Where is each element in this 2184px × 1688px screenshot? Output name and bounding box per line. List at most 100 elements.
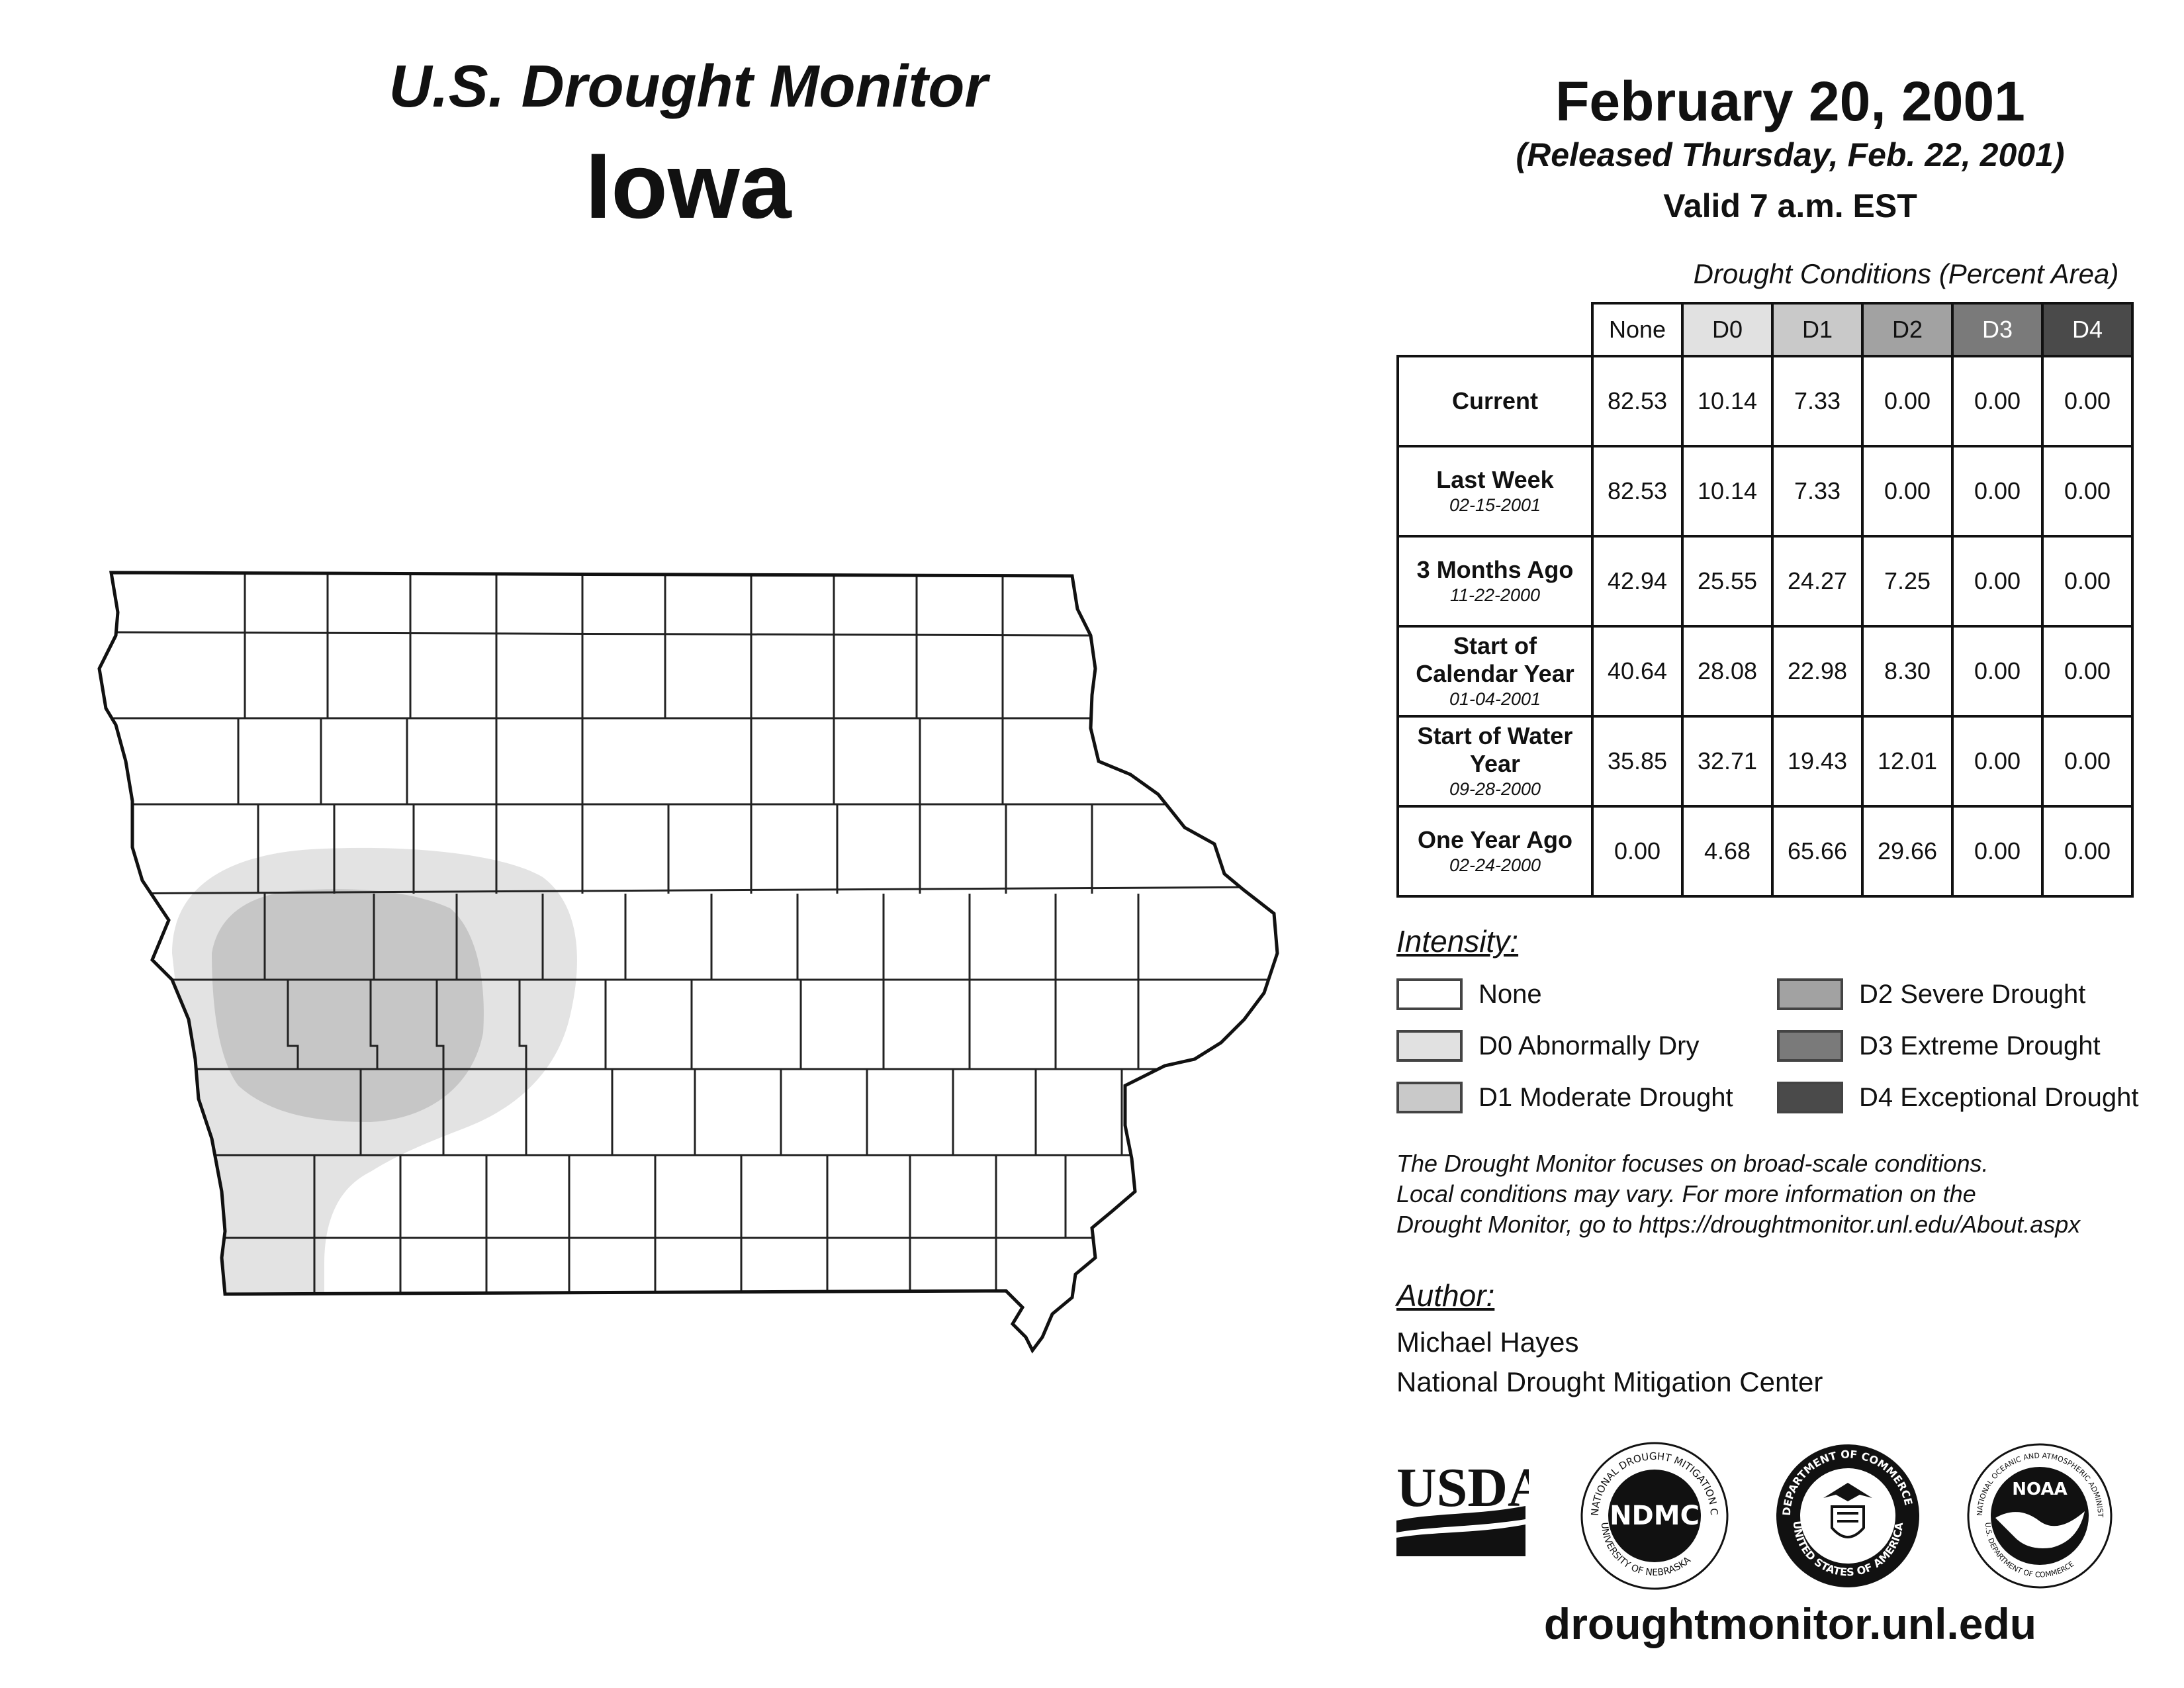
table-corner (1398, 303, 1592, 357)
row-label-text: Start of Water Year (1417, 722, 1573, 777)
cell-d3: 0.00 (1951, 805, 2044, 898)
table-row: One Year Ago 02-24-2000 0.00 4.68 65.66 2… (1396, 805, 2134, 898)
table-row: 3 Months Ago 11-22-2000 42.94 25.55 24.27… (1396, 535, 2134, 628)
row-label-text: Start of Calendar Year (1416, 632, 1574, 687)
row-date: 02-15-2001 (1449, 495, 1541, 515)
cell-d4: 0.00 (2041, 625, 2134, 718)
legend-label: D2 Severe Drought (1859, 979, 2086, 1009)
ndmc-logo: NATIONAL DROUGHT MITIGATION CENTER UNIVE… (1578, 1440, 1729, 1590)
cell-d2: 29.66 (1861, 805, 1954, 898)
row-label: Start of Calendar Year 01-04-2001 (1396, 625, 1594, 718)
cell-d3: 0.00 (1951, 625, 2044, 718)
cell-d2: 0.00 (1861, 355, 1954, 447)
table-row: Last Week 02-15-2001 82.53 10.14 7.33 0.0… (1396, 445, 2134, 538)
cell-d0: 28.08 (1681, 625, 1774, 718)
cell-d0: 10.14 (1681, 355, 1774, 447)
cell-d3: 0.00 (1951, 355, 2044, 447)
row-date: 01-04-2001 (1449, 689, 1541, 709)
legend-label: D3 Extreme Drought (1859, 1031, 2101, 1060)
row-label: One Year Ago 02-24-2000 (1396, 805, 1594, 898)
cell-d2: 0.00 (1861, 445, 1954, 538)
legend-title: Intensity: (1396, 924, 1519, 959)
legend-swatch (1396, 978, 1463, 1010)
legend-swatch (1777, 1030, 1843, 1062)
table-header-row: None D0 D1 D2 D3 D4 (1398, 302, 2134, 357)
cell-d1: 7.33 (1771, 445, 1864, 538)
commerce-seal: DEPARTMENT OF COMMERCE UNITED STATES OF … (1776, 1444, 1919, 1587)
cell-d2: 12.01 (1861, 715, 1954, 808)
cell-d1: 24.27 (1771, 535, 1864, 628)
row-label: Last Week 02-15-2001 (1396, 445, 1594, 538)
cell-none: 0.00 (1591, 805, 1684, 898)
iowa-map (97, 571, 1279, 1354)
ndmc-logo-text: NDMC (1610, 1501, 1700, 1531)
d1-moderate-drought-area (212, 889, 484, 1122)
legend-item-d4: D4 Exceptional Drought (1777, 1082, 2138, 1113)
cell-d0: 4.68 (1681, 805, 1774, 898)
cell-d2: 7.25 (1861, 535, 1954, 628)
col-header-d2: D2 (1861, 302, 1954, 357)
cell-d1: 19.43 (1771, 715, 1864, 808)
table-title: Drought Conditions (Percent Area) (1693, 258, 2119, 289)
legend-label: D0 Abnormally Dry (1479, 1031, 1700, 1060)
release-date: (Released Thursday, Feb. 22, 2001) (1516, 136, 2065, 173)
cell-none: 35.85 (1591, 715, 1684, 808)
state-title: Iowa (585, 134, 792, 238)
author-name: Michael Hayes (1396, 1327, 1579, 1358)
cell-d4: 0.00 (2041, 355, 2134, 447)
cell-d0: 25.55 (1681, 535, 1774, 628)
cell-d4: 0.00 (2041, 535, 2134, 628)
usda-logo-text: USDA (1396, 1460, 1529, 1519)
website-url: droughtmonitor.unl.edu (1543, 1599, 2037, 1648)
row-date: 02-24-2000 (1449, 855, 1541, 875)
cell-none: 42.94 (1591, 535, 1684, 628)
table-row: Current 82.53 10.14 7.33 0.00 0.00 0.00 (1396, 355, 2134, 447)
cell-none: 40.64 (1591, 625, 1684, 718)
legend-item-d0: D0 Abnormally Dry (1396, 1030, 1699, 1062)
noaa-logo: NATIONAL OCEANIC AND ATMOSPHERIC ADMINIS… (1966, 1442, 2113, 1589)
cell-d1: 7.33 (1771, 355, 1864, 447)
row-label: Current (1396, 355, 1594, 447)
row-date: 09-28-2000 (1449, 779, 1541, 799)
cell-d2: 8.30 (1861, 625, 1954, 718)
disclaimer-note: The Drought Monitor focuses on broad-sca… (1396, 1149, 2177, 1240)
map-title: U.S. Drought Monitor (388, 54, 988, 120)
cell-d3: 0.00 (1951, 535, 2044, 628)
table-row: Start of Water Year 09-28-2000 35.85 32.7… (1396, 715, 2134, 808)
author-title: Author: (1396, 1278, 1495, 1313)
note-line: Drought Monitor, go to https://droughtmo… (1396, 1211, 2081, 1238)
cell-none: 82.53 (1591, 445, 1684, 538)
cell-none: 82.53 (1591, 355, 1684, 447)
row-label-text: Current (1451, 387, 1538, 414)
table-row: Start of Calendar Year 01-04-2001 40.64 2… (1396, 625, 2134, 718)
author-org: National Drought Mitigation Center (1396, 1366, 1823, 1397)
note-line: Local conditions may vary. For more info… (1396, 1180, 1976, 1207)
note-line: The Drought Monitor focuses on broad-sca… (1396, 1150, 1989, 1177)
row-label-text: One Year Ago (1417, 826, 1573, 853)
legend-label: D1 Moderate Drought (1479, 1082, 1733, 1112)
col-header-d4: D4 (2041, 302, 2134, 357)
noaa-logo-text: NOAA (2012, 1479, 2067, 1499)
legend-item-d2: D2 Severe Drought (1777, 978, 2085, 1010)
legend-item-none: None (1396, 978, 1542, 1010)
author-block: Michael Hayes National Drought Mitigatio… (1396, 1323, 1823, 1402)
row-label: Start of Water Year 09-28-2000 (1396, 715, 1594, 808)
cell-d0: 10.14 (1681, 445, 1774, 538)
cell-d4: 0.00 (2041, 805, 2134, 898)
legend-item-d1: D1 Moderate Drought (1396, 1082, 1733, 1113)
col-header-d0: D0 (1681, 302, 1774, 357)
col-header-none: None (1591, 302, 1684, 357)
row-date: 11-22-2000 (1449, 585, 1541, 605)
cell-d3: 0.00 (1951, 715, 2044, 808)
iowa-state-outline (97, 571, 1279, 1354)
legend-label: None (1479, 979, 1542, 1009)
cell-d4: 0.00 (2041, 445, 2134, 538)
cell-d0: 32.71 (1681, 715, 1774, 808)
drought-conditions-table: None D0 D1 D2 D3 D4 Current 82.53 10.14 … (1396, 302, 2134, 898)
legend-swatch (1396, 1030, 1463, 1062)
usda-logo: USDA (1396, 1460, 1529, 1556)
row-label-text: Last Week (1436, 466, 1554, 493)
col-header-d1: D1 (1771, 302, 1864, 357)
cell-d3: 0.00 (1951, 445, 2044, 538)
valid-time: Valid 7 a.m. EST (1663, 187, 1917, 224)
